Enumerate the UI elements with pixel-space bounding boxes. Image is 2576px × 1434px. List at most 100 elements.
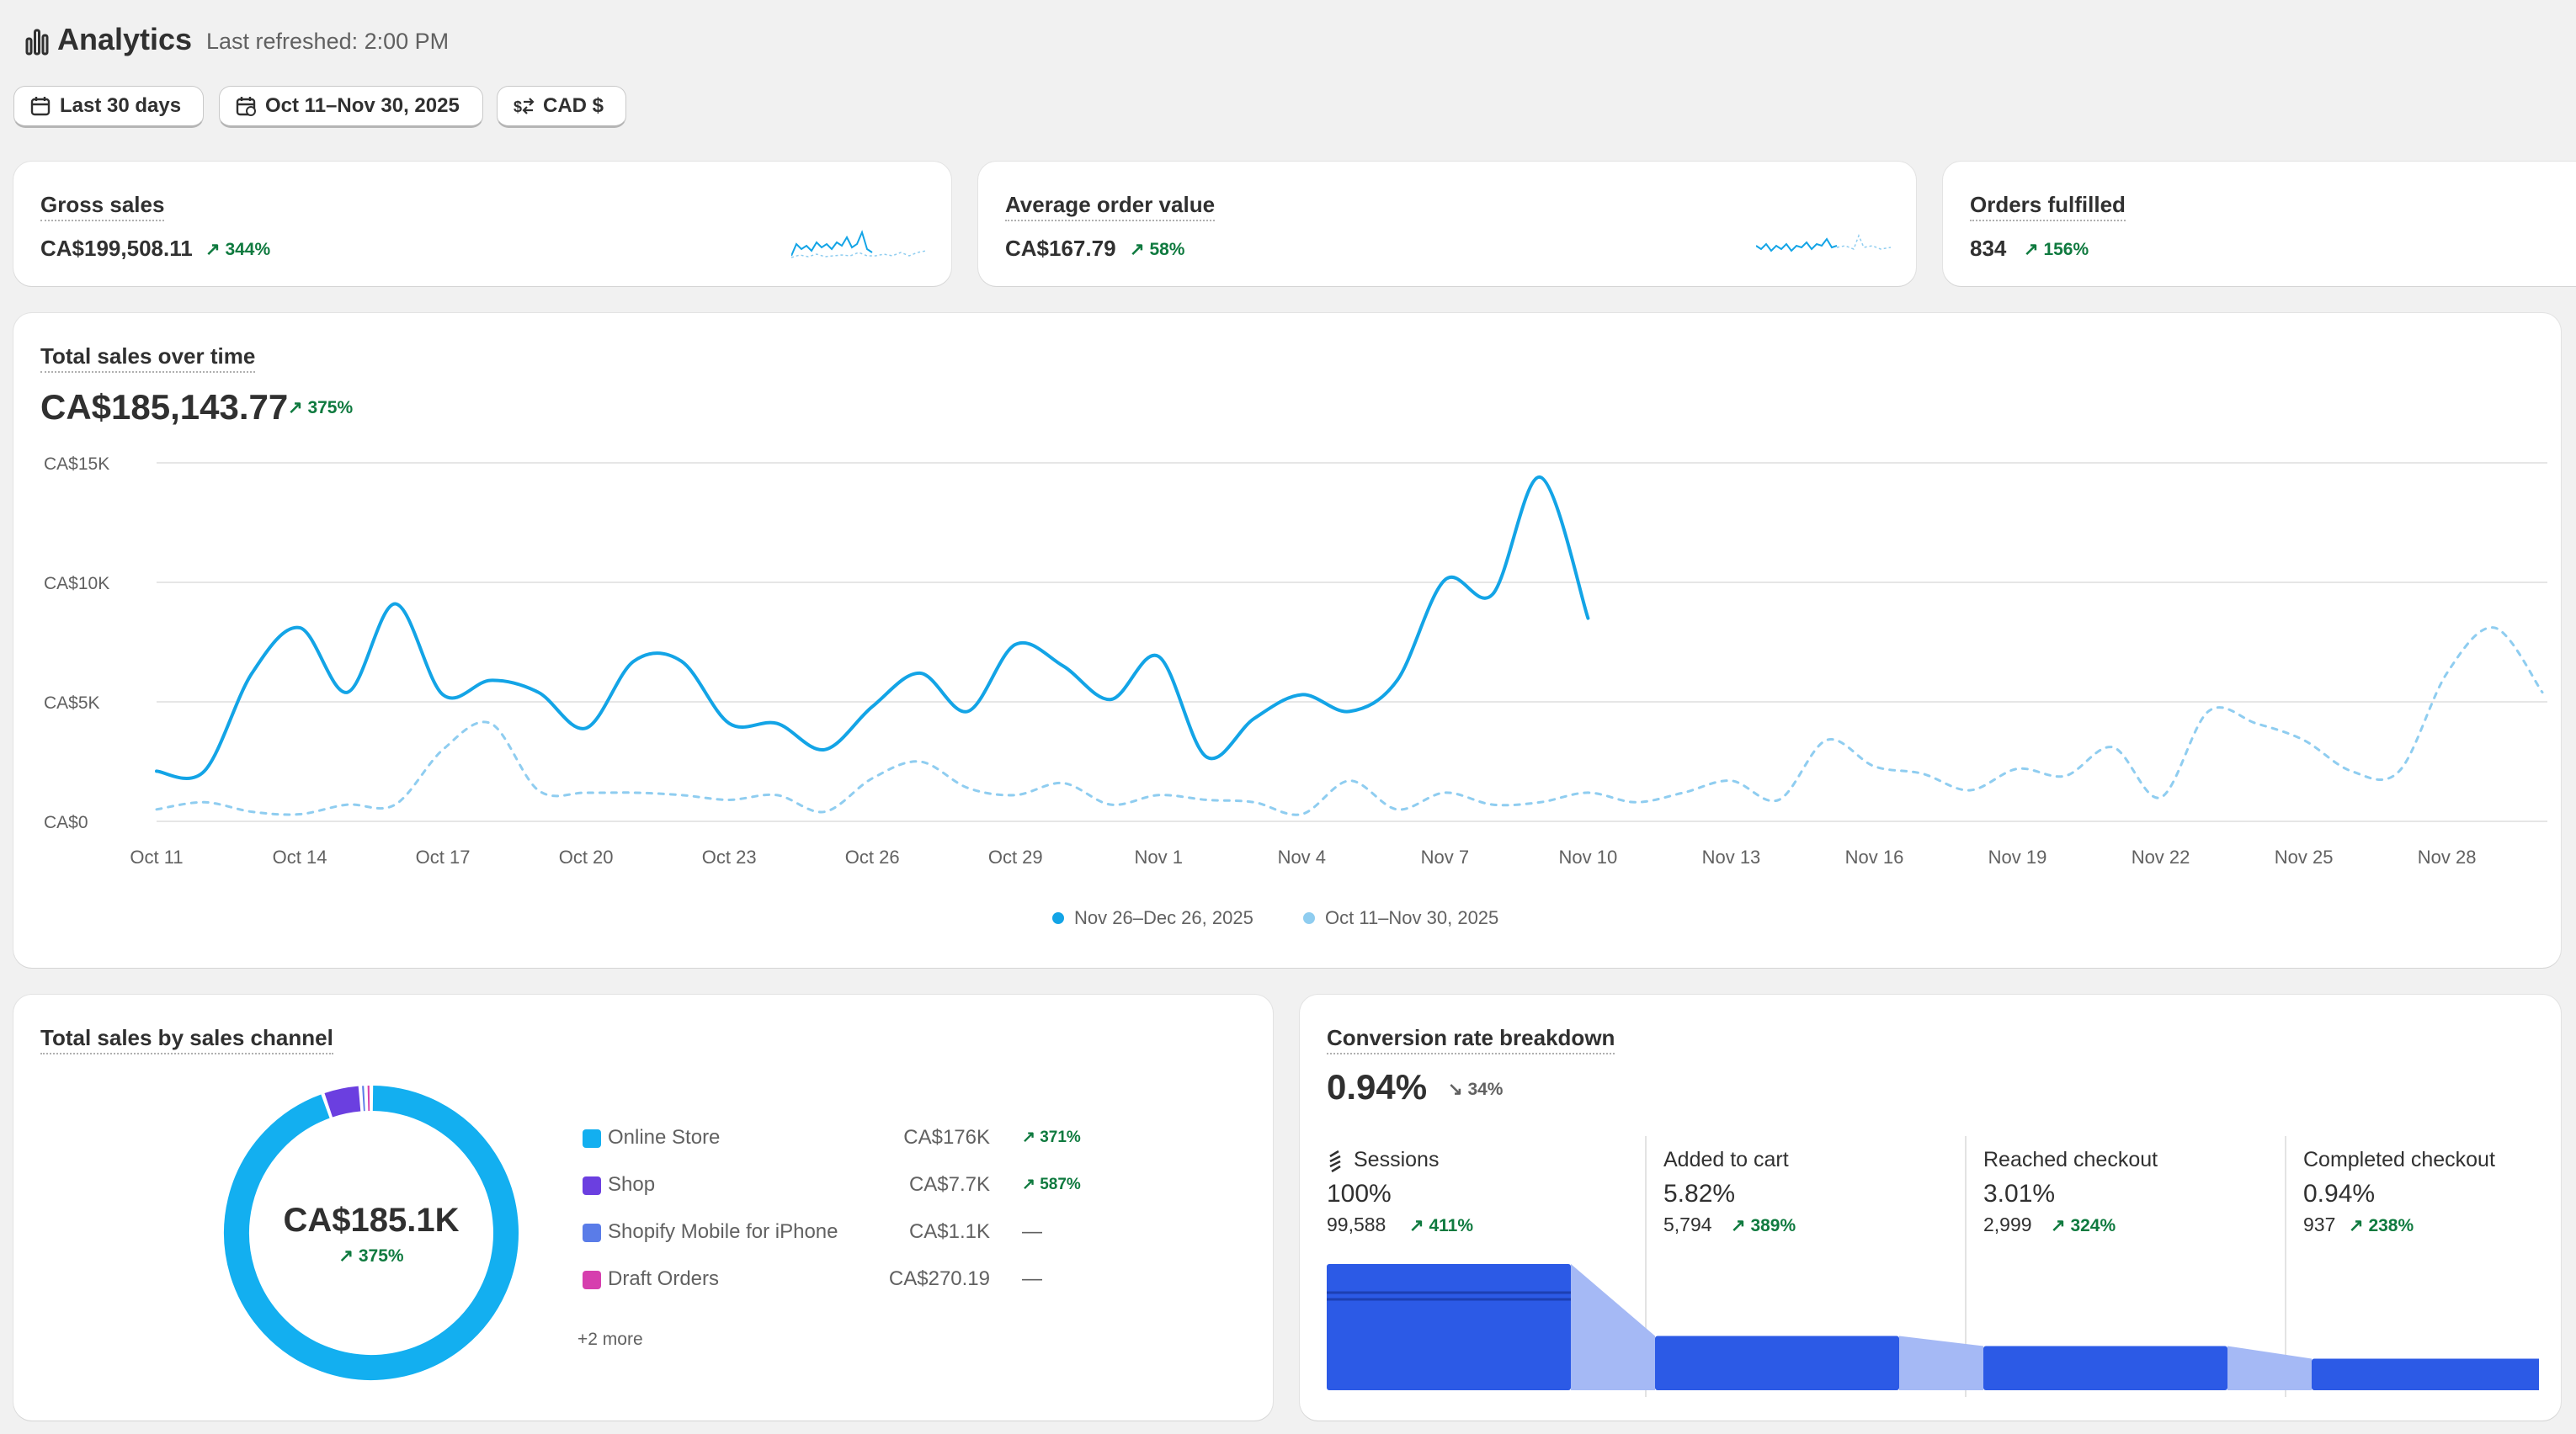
donut-delta: ↗ 375% <box>338 1246 404 1266</box>
kpi-label: Average order value <box>1005 192 1216 221</box>
legend-previous[interactable]: Oct 11–Nov 30, 2025 <box>1303 907 1498 929</box>
kpi-label: Orders fulfilled <box>1970 192 2126 221</box>
funnel-bar[interactable] <box>1983 1346 2227 1391</box>
funnel-dropoff <box>1571 1264 1655 1390</box>
sales-by-channel-card: Total sales by sales channel CA$185.1K ↗… <box>13 995 1273 1421</box>
channel-name: Draft Orders <box>608 1267 720 1290</box>
compare-range-button[interactable]: Oct 11–Nov 30, 2025 <box>219 86 483 128</box>
legend-previous-swatch <box>1303 912 1315 924</box>
calendar-compare-icon <box>236 97 256 116</box>
page-title: Analytics <box>57 22 193 56</box>
channel-value: CA$1.1K <box>908 1220 990 1243</box>
stage-count-completed-checkout: 937 <box>2303 1214 2336 1235</box>
channel-swatch <box>583 1129 601 1148</box>
channel-value: CA$176K <box>903 1126 990 1149</box>
x-tick-label: Nov 22 <box>2132 847 2190 868</box>
currency-button[interactable]: $ CAD $ <box>497 86 626 128</box>
stage-name-completed-checkout: Completed checkout <box>2303 1148 2495 1171</box>
stage-delta-sessions: ↗ 411% <box>1409 1216 1473 1235</box>
analytics-icon <box>25 29 49 56</box>
channel-value: CA$7.7K <box>908 1173 990 1196</box>
funnel-bar[interactable] <box>1327 1264 1571 1390</box>
sales-total-value: CA$185,143.77 <box>40 387 289 427</box>
channel-donut-chart <box>224 1086 519 1380</box>
legend-current-swatch <box>1052 912 1064 924</box>
funnel-bar[interactable] <box>1655 1336 1899 1391</box>
conversion-delta: ↘ 34% <box>1448 1080 1504 1099</box>
channel-delta: — <box>1022 1220 1042 1243</box>
series-line-current[interactable] <box>155 475 1590 780</box>
donut-slice[interactable] <box>224 1086 519 1380</box>
compare-range-label: Oct 11–Nov 30, 2025 <box>265 94 460 117</box>
date-range-label: Last 30 days <box>60 94 182 117</box>
donut-total: CA$185.1K <box>283 1202 460 1239</box>
x-tick-label: Nov 19 <box>1988 847 2047 868</box>
conversion-card-title[interactable]: Conversion rate breakdown <box>1327 1025 1615 1054</box>
legend-current[interactable]: Nov 26–Dec 26, 2025 <box>1052 907 1253 929</box>
stage-count-reached-checkout: 2,999 <box>1983 1214 2032 1235</box>
conversion-rate: 0.94% <box>1327 1067 1428 1107</box>
kpi-value: CA$167.79 <box>1005 236 1116 261</box>
x-tick-label: Nov 7 <box>1421 847 1469 868</box>
y-tick-label: CA$5K <box>44 693 100 713</box>
kpi-value: CA$199,508.11 <box>40 236 193 261</box>
x-tick-label: Nov 10 <box>1559 847 1618 868</box>
stage-count-added-to-cart: 5,794 <box>1663 1214 1712 1235</box>
channel-name: Online Store <box>608 1126 721 1149</box>
x-tick-label: Oct 11 <box>130 847 183 868</box>
channel-name: Shopify Mobile for iPhone <box>608 1220 838 1243</box>
y-tick-label: CA$15K <box>44 454 109 474</box>
stage-pct-reached-checkout: 3.01% <box>1983 1180 2056 1208</box>
stage-divider <box>1645 1136 1647 1397</box>
stage-pct-sessions: 100% <box>1327 1180 1392 1208</box>
kpi-card-gross-sales[interactable]: Gross sales CA$199,508.11 ↗ 344% <box>13 162 951 286</box>
stage-pct-added-to-cart: 5.82% <box>1663 1180 1736 1208</box>
stage-name-added-to-cart: Added to cart <box>1663 1148 1789 1171</box>
x-tick-label: Oct 23 <box>702 847 757 868</box>
gross-sales-sparkline <box>791 230 926 258</box>
funnel-bar[interactable] <box>2312 1358 2539 1391</box>
sales-line-chart: CA$15K CA$10K CA$5K CA$0 Oct 11 Oct 14 Oct 17 O… <box>44 454 2547 868</box>
sales-over-time-card: Total sales over time CA$185,143.77 ↗ 37… <box>13 313 2561 968</box>
kpi-card-orders-fulfilled[interactable]: Orders fulfilled 834 ↗ 156% <box>1943 162 2576 286</box>
channel-swatch <box>583 1224 601 1242</box>
funnel-dropoff <box>1899 1336 1983 1390</box>
channel-row-shop[interactable]: Shop CA$7.7K ↗ 587% <box>583 1170 1088 1203</box>
conversion-funnel-chart <box>1327 1264 2539 1391</box>
series-line-previous[interactable] <box>155 626 2544 816</box>
channel-delta: — <box>1022 1267 1042 1290</box>
date-range-button[interactable]: Last 30 days <box>13 86 204 128</box>
calendar-icon <box>30 97 51 116</box>
legend-previous-label: Oct 11–Nov 30, 2025 <box>1325 907 1499 928</box>
stage-delta-completed-checkout: ↗ 238% <box>2349 1216 2414 1235</box>
chart-title[interactable]: Total sales over time <box>40 343 256 373</box>
channel-row-draft-orders[interactable]: Draft Orders CA$270.19 — <box>583 1264 1088 1298</box>
channel-swatch <box>583 1271 601 1289</box>
stage-count-sessions: 99,588 <box>1327 1214 1386 1235</box>
stage-delta-reached-checkout: ↗ 324% <box>2051 1216 2116 1235</box>
kpi-delta: ↗ 58% <box>1130 240 1185 259</box>
channel-value: CA$270.19 <box>888 1267 990 1290</box>
x-tick-label: Nov 16 <box>1845 847 1904 868</box>
kpi-card-average-order-value[interactable]: Average order value CA$167.79 ↗ 58% <box>978 162 1916 286</box>
currency-exchange-icon: $ <box>514 98 535 115</box>
y-tick-label: CA$10K <box>44 574 109 593</box>
sales-total-delta: ↗ 375% <box>288 398 354 417</box>
channel-row-shopify-mobile[interactable]: Shopify Mobile for iPhone CA$1.1K — <box>583 1217 1088 1251</box>
last-refreshed: Last refreshed: 2:00 PM <box>206 29 450 54</box>
channel-card-title[interactable]: Total sales by sales channel <box>40 1025 333 1054</box>
x-tick-label: Nov 28 <box>2418 847 2477 868</box>
channel-swatch <box>583 1176 601 1195</box>
x-tick-label: Oct 17 <box>416 847 471 868</box>
stage-delta-added-to-cart: ↗ 389% <box>1731 1216 1796 1235</box>
stage-pct-completed-checkout: 0.94% <box>2303 1180 2376 1208</box>
x-tick-label: Nov 25 <box>2275 847 2334 868</box>
channel-delta: ↗ 371% <box>1022 1129 1081 1146</box>
legend-current-label: Nov 26–Dec 26, 2025 <box>1074 907 1253 928</box>
conversion-card: Conversion rate breakdown 0.94% ↘ 34% Se… <box>1300 995 2561 1421</box>
stage-name-reached-checkout: Reached checkout <box>1983 1148 2158 1171</box>
more-channels-link[interactable]: +2 more <box>577 1330 643 1349</box>
channel-row-online-store[interactable]: Online Store CA$176K ↗ 371% <box>583 1123 1088 1156</box>
stage-name-sessions: Sessions <box>1354 1148 1440 1171</box>
donut-slice[interactable] <box>324 1086 361 1118</box>
